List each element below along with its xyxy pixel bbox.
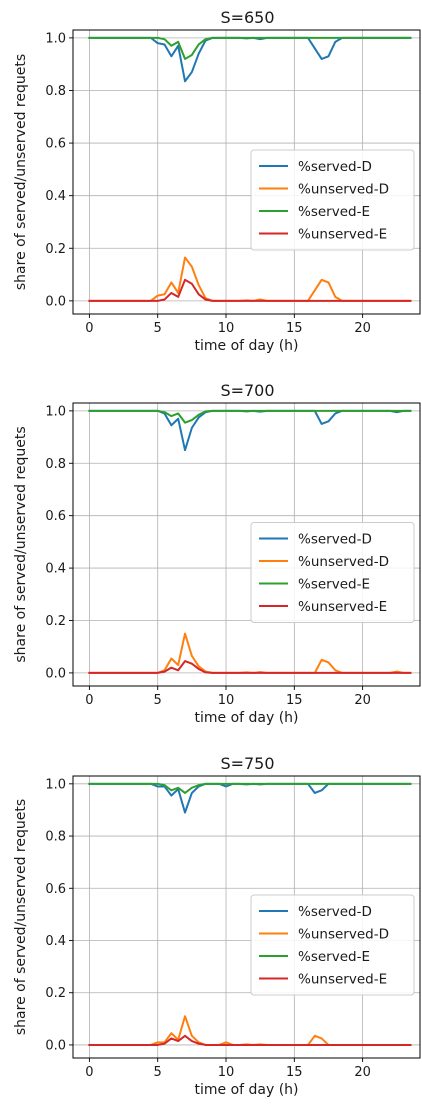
legend-label: %unserved-E bbox=[298, 599, 387, 615]
legend-box bbox=[250, 522, 415, 623]
x-tick-label: 15 bbox=[286, 321, 303, 336]
y-tick-label: 0.4 bbox=[45, 189, 66, 204]
y-axis-label: share of served/unserved requets bbox=[13, 799, 29, 1035]
x-tick-label: 0 bbox=[85, 1065, 93, 1080]
y-tick-label: 0.0 bbox=[45, 1038, 66, 1053]
series-line-pct-served-e bbox=[88, 409, 412, 424]
chart-title: S=650 bbox=[220, 8, 274, 27]
x-tick-label: 5 bbox=[154, 321, 162, 336]
legend: %served-D %unserved-D %served-E %unserved-E bbox=[250, 522, 415, 623]
chart-panel-1: 0 5 10 15 20 0.0 0.2 0.4 0.6 0.8 1.0 S=650 time of d… bbox=[13, 8, 421, 354]
legend-box bbox=[250, 894, 415, 996]
x-axis-label: time of day (h) bbox=[194, 338, 298, 354]
y-tick-label: 0.6 bbox=[45, 509, 66, 524]
legend-label: %served-E bbox=[298, 577, 370, 593]
y-tick-label: 0.4 bbox=[45, 562, 66, 577]
x-tick-label: 5 bbox=[154, 1065, 162, 1080]
chart-title: S=750 bbox=[220, 754, 274, 773]
legend-label: %unserved-D bbox=[298, 927, 389, 943]
y-tick-label: 0.8 bbox=[45, 84, 66, 99]
x-tick-label: 0 bbox=[85, 693, 93, 708]
legend-label: %unserved-D bbox=[298, 182, 389, 198]
plot-frame bbox=[72, 29, 421, 315]
series-line-pct-served-e bbox=[88, 36, 412, 60]
y-tick-label: 0.2 bbox=[45, 242, 66, 257]
legend-label: %unserved-E bbox=[298, 227, 387, 243]
series-line-pct-unserved-e bbox=[88, 1034, 412, 1046]
legend: %served-D %unserved-D %served-E %unserved-E bbox=[250, 149, 415, 251]
x-tick-label: 0 bbox=[85, 321, 93, 336]
y-tick-label: 1.0 bbox=[45, 31, 66, 46]
y-tick-label: 0.2 bbox=[45, 614, 66, 629]
y-tick-label: 0.0 bbox=[45, 666, 66, 681]
legend-box bbox=[250, 149, 415, 251]
plot-frame bbox=[72, 402, 421, 687]
chart-panel-2: 0 5 10 15 20 0.0 0.2 0.4 0.6 0.8 1.0 S=700 time of d… bbox=[13, 381, 421, 726]
x-tick-label: 15 bbox=[286, 693, 303, 708]
y-tick-label: 0.2 bbox=[45, 986, 66, 1001]
legend-label: %served-E bbox=[298, 204, 370, 220]
x-axis-label: time of day (h) bbox=[194, 710, 298, 726]
x-axis-label: time of day (h) bbox=[194, 1082, 298, 1098]
legend-label: %unserved-E bbox=[298, 972, 387, 988]
series-line-pct-unserved-e bbox=[88, 278, 412, 302]
y-axis-label: share of served/unserved requets bbox=[13, 426, 29, 662]
y-axis-label: share of served/unserved requets bbox=[13, 54, 29, 290]
x-tick-label: 10 bbox=[218, 321, 235, 336]
y-tick-label: 0.6 bbox=[45, 137, 66, 152]
y-tick-label: 1.0 bbox=[45, 404, 66, 419]
series-line-pct-served-e bbox=[88, 782, 412, 794]
legend-label: %served-D bbox=[298, 904, 372, 920]
x-tick-label: 20 bbox=[354, 1065, 371, 1080]
legend-label: %served-E bbox=[298, 949, 370, 965]
y-tick-label: 0.8 bbox=[45, 457, 66, 472]
y-tick-label: 0.0 bbox=[45, 294, 66, 309]
y-tick-label: 1.0 bbox=[45, 777, 66, 792]
x-tick-label: 5 bbox=[154, 693, 162, 708]
y-tick-label: 0.6 bbox=[45, 882, 66, 897]
x-tick-label: 15 bbox=[286, 1065, 303, 1080]
x-tick-label: 10 bbox=[218, 1065, 235, 1080]
legend-label: %served-D bbox=[298, 159, 372, 175]
series-line-pct-unserved-e bbox=[88, 660, 412, 674]
y-tick-label: 0.4 bbox=[45, 934, 66, 949]
legend-label: %unserved-D bbox=[298, 554, 389, 570]
chart-title: S=700 bbox=[220, 381, 274, 400]
legend-label: %served-D bbox=[298, 532, 372, 548]
legend: %served-D %unserved-D %served-E %unserved-E bbox=[250, 894, 415, 996]
plot-frame bbox=[72, 775, 421, 1059]
x-tick-label: 20 bbox=[354, 693, 371, 708]
x-tick-label: 20 bbox=[354, 321, 371, 336]
chart-panel-3: 0 5 10 15 20 0.0 0.2 0.4 0.6 0.8 1.0 S=750 time of d… bbox=[13, 754, 421, 1098]
y-tick-label: 0.8 bbox=[45, 830, 66, 845]
x-tick-label: 10 bbox=[218, 693, 235, 708]
